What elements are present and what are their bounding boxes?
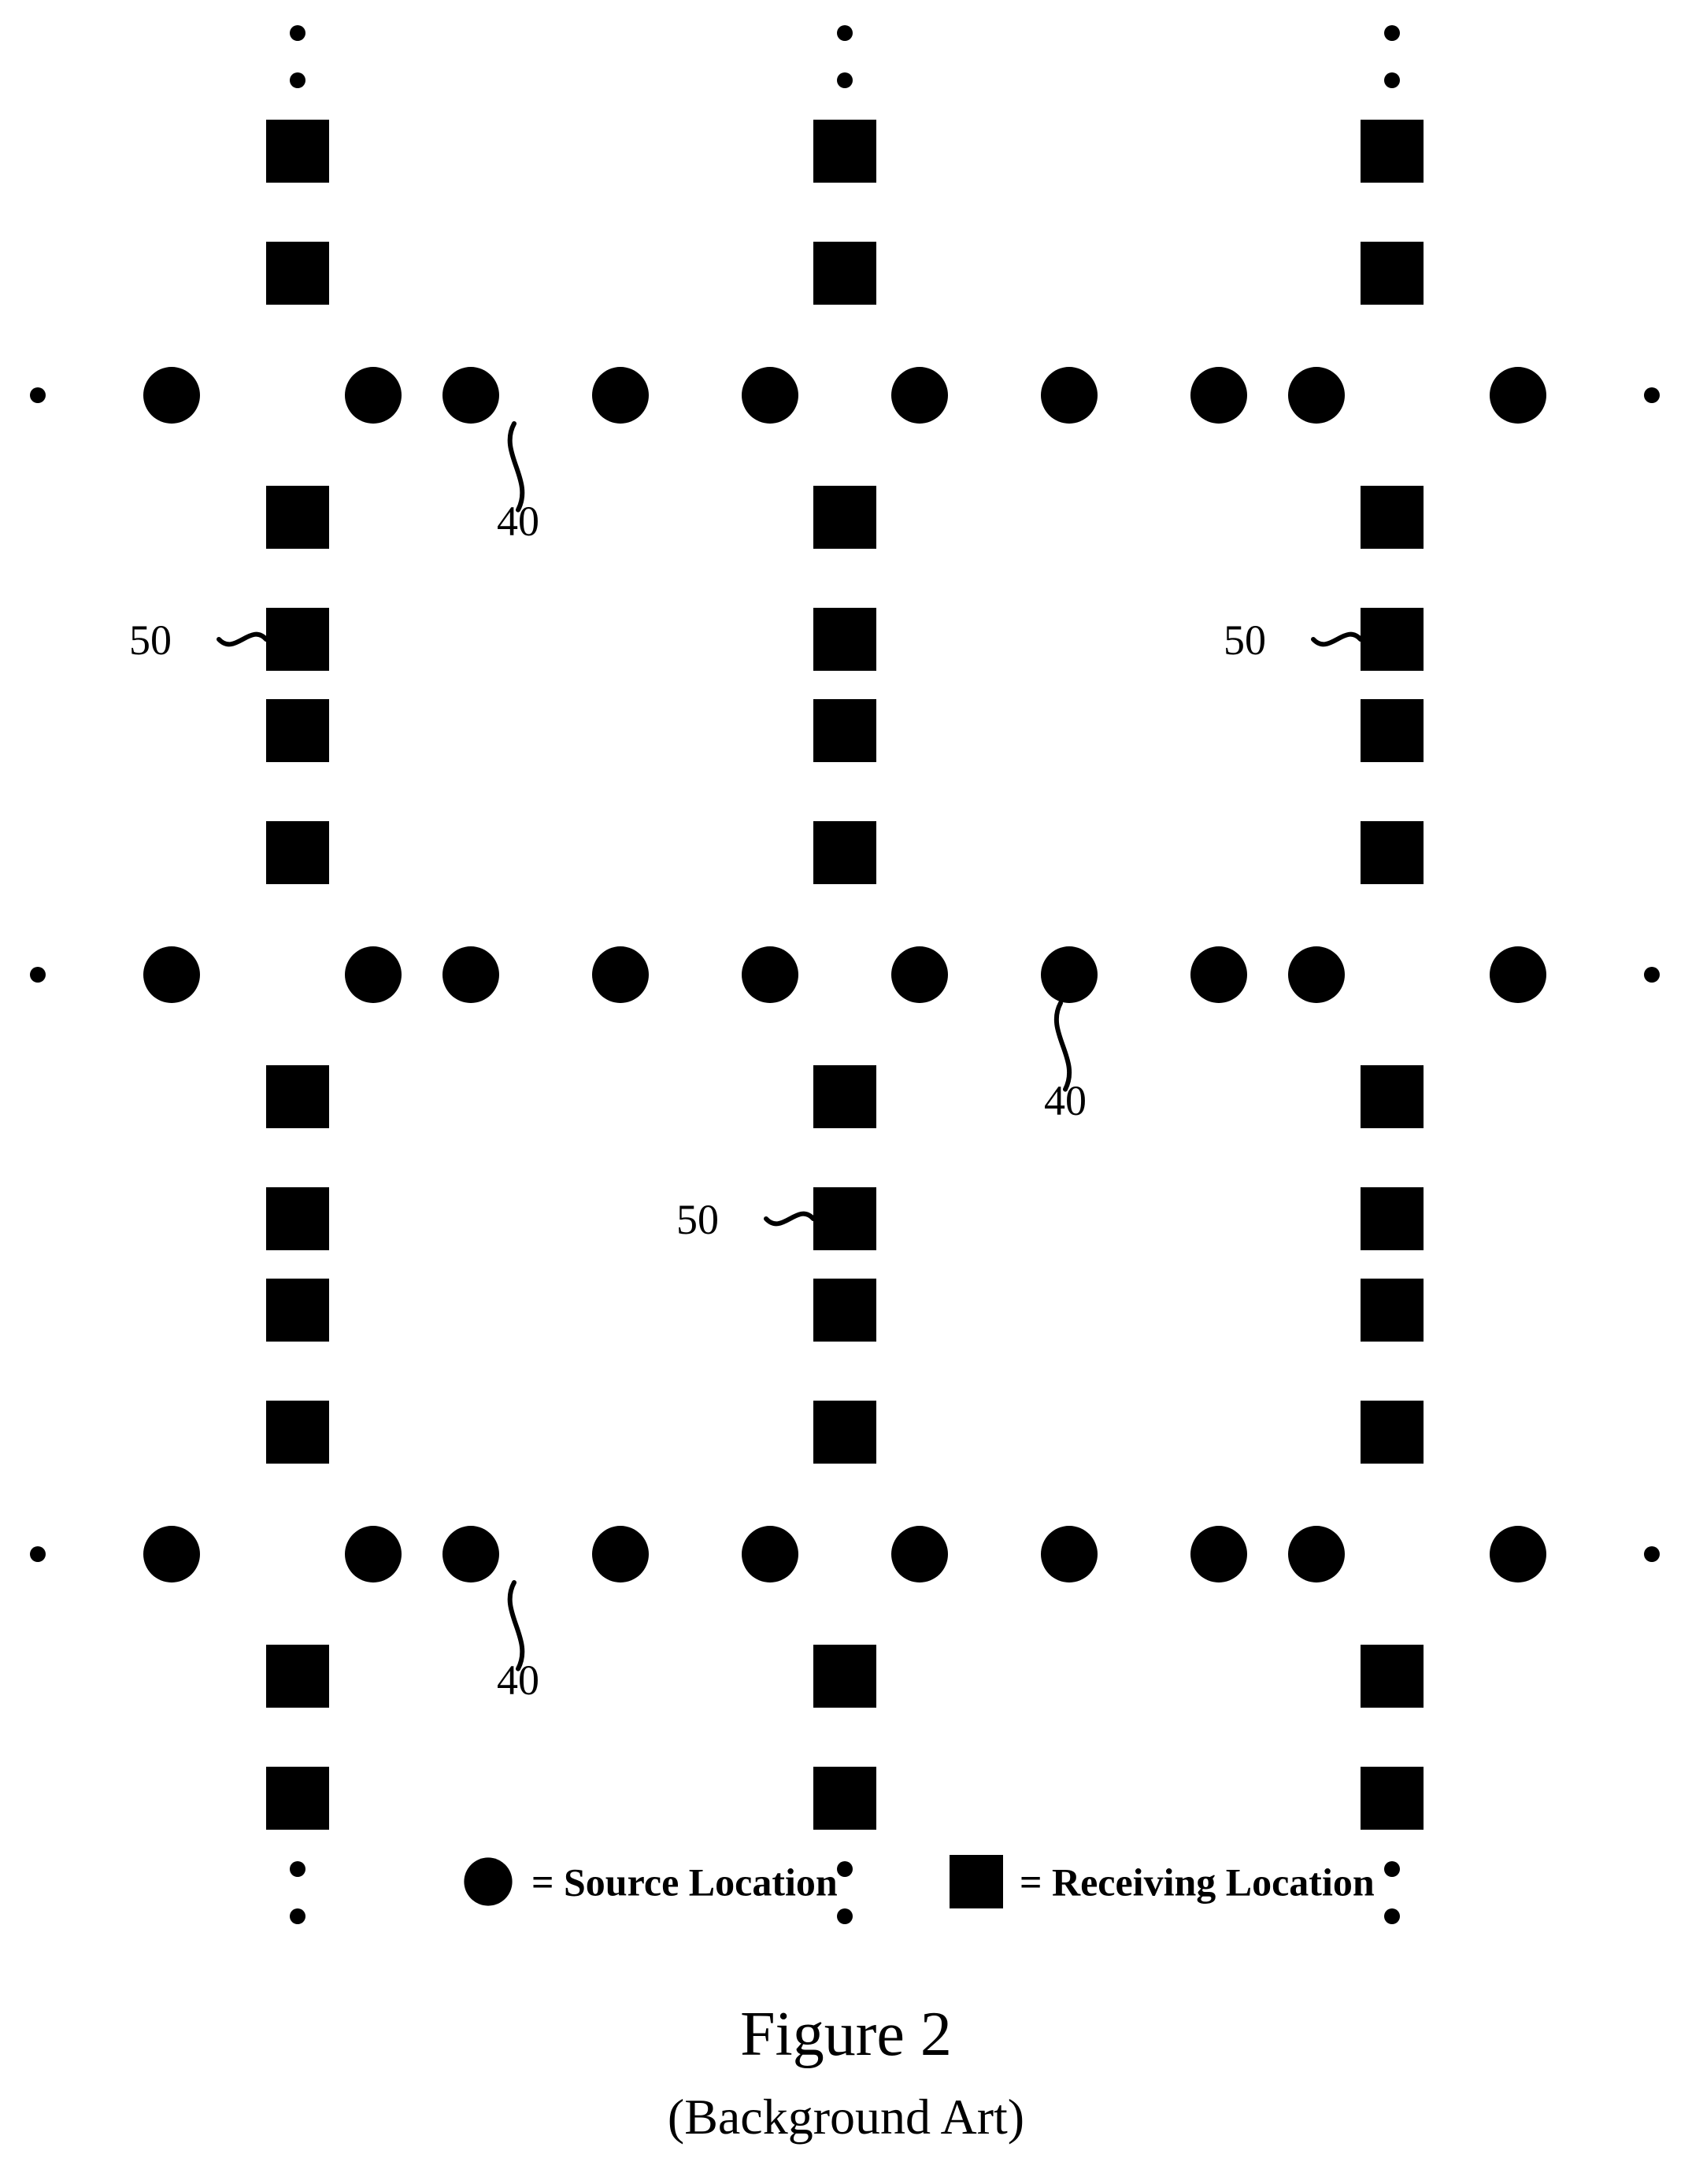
continuation-dot: [290, 1861, 305, 1877]
receiving-location: [1361, 699, 1424, 762]
source-location: [1490, 1526, 1546, 1582]
source-location: [1041, 367, 1098, 424]
receiving-location: [1361, 821, 1424, 884]
continuation-dot: [290, 1908, 305, 1924]
receiving-location: [1361, 1065, 1424, 1128]
source-location: [143, 1526, 200, 1582]
source-location: [1490, 946, 1546, 1003]
source-location: [1190, 367, 1247, 424]
source-location: [1041, 946, 1098, 1003]
continuation-dot: [290, 25, 305, 41]
source-location: [891, 367, 948, 424]
callout-label: 50: [1224, 616, 1266, 664]
figure-canvas: 40 50 50 40 50 40 = Source Location = Receiving…: [0, 0, 1692, 2184]
callout-label: 40: [497, 1657, 539, 1704]
source-location: [442, 367, 499, 424]
receiving-location: [813, 1645, 876, 1708]
source-location: [742, 367, 798, 424]
receiving-location: [266, 1279, 329, 1342]
source-location: [742, 946, 798, 1003]
receiving-location: [266, 1645, 329, 1708]
continuation-dot: [1384, 1908, 1400, 1924]
continuation-dot: [1384, 120, 1400, 135]
receiving-location: [266, 1065, 329, 1128]
figure-number: Figure 2: [740, 2000, 952, 2069]
figure-subtitle: (Background Art): [668, 2089, 1024, 2145]
receiving-location: [813, 1065, 876, 1128]
receiving-location: [266, 608, 329, 671]
legend-receiving-icon: [950, 1855, 1003, 1908]
legend-receiving-label: = Receiving Location: [1020, 1860, 1375, 1905]
continuation-dot: [837, 1908, 853, 1924]
continuation-dot: [1384, 1861, 1400, 1877]
receiving-location: [1361, 608, 1424, 671]
receiving-location: [1361, 242, 1424, 305]
source-location: [592, 1526, 649, 1582]
receiving-location: [266, 699, 329, 762]
legend-source-label: = Source Location: [531, 1860, 838, 1905]
receiving-location: [1361, 1645, 1424, 1708]
receiving-location: [813, 1187, 876, 1250]
continuation-dot: [837, 72, 853, 88]
receiving-location: [266, 242, 329, 305]
legend-source-icon: [464, 1857, 512, 1905]
continuation-dot: [1384, 1814, 1400, 1830]
receiving-location: [813, 486, 876, 549]
source-location: [1190, 946, 1247, 1003]
source-location: [1041, 1526, 1098, 1582]
source-location: [1190, 1526, 1247, 1582]
receiving-location: [813, 699, 876, 762]
source-location: [442, 1526, 499, 1582]
receiving-location: [813, 608, 876, 671]
continuation-dot: [30, 387, 46, 403]
receiving-location: [813, 1401, 876, 1464]
receiving-location: [1361, 486, 1424, 549]
continuation-dot: [1644, 1546, 1660, 1562]
receiving-location: [813, 821, 876, 884]
continuation-dot: [30, 1546, 46, 1562]
receiving-location: [1361, 1279, 1424, 1342]
continuation-dot: [290, 72, 305, 88]
receiving-location: [266, 1187, 329, 1250]
callout-label: 50: [676, 1196, 719, 1243]
continuation-dot: [1384, 25, 1400, 41]
receiving-location: [1361, 1401, 1424, 1464]
continuation-dot: [1644, 967, 1660, 983]
continuation-dot: [290, 1814, 305, 1830]
receiving-location: [813, 242, 876, 305]
source-location: [592, 367, 649, 424]
source-location: [742, 1526, 798, 1582]
source-location: [345, 367, 402, 424]
continuation-dot: [1644, 387, 1660, 403]
source-location: [1490, 367, 1546, 424]
source-location: [891, 1526, 948, 1582]
source-location: [592, 946, 649, 1003]
source-location: [1288, 946, 1345, 1003]
source-location: [143, 946, 200, 1003]
continuation-dot: [290, 120, 305, 135]
continuation-dot: [837, 1814, 853, 1830]
callout-label: 50: [129, 616, 172, 664]
source-location: [1288, 1526, 1345, 1582]
source-location: [891, 946, 948, 1003]
receiving-location: [813, 1279, 876, 1342]
callout-label: 40: [1044, 1077, 1087, 1124]
source-location: [345, 1526, 402, 1582]
source-location: [1288, 367, 1345, 424]
source-location: [442, 946, 499, 1003]
source-location: [345, 946, 402, 1003]
continuation-dot: [837, 25, 853, 41]
receiving-location: [266, 486, 329, 549]
callout-label: 40: [497, 498, 539, 545]
source-location: [143, 367, 200, 424]
continuation-dot: [837, 1861, 853, 1877]
continuation-dot: [837, 120, 853, 135]
receiving-location: [1361, 1187, 1424, 1250]
receiving-location: [266, 1401, 329, 1464]
continuation-dot: [1384, 72, 1400, 88]
continuation-dot: [30, 967, 46, 983]
receiving-location: [266, 821, 329, 884]
